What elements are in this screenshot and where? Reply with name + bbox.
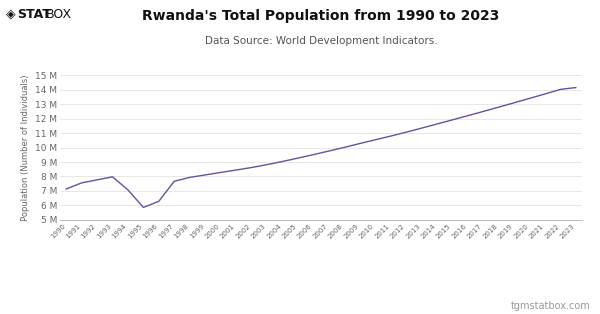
Text: STAT: STAT bbox=[17, 8, 50, 21]
Text: BOX: BOX bbox=[46, 8, 73, 21]
Text: Data Source: World Development Indicators.: Data Source: World Development Indicator… bbox=[205, 36, 437, 46]
Y-axis label: Population (Number of Individuals): Population (Number of Individuals) bbox=[20, 74, 29, 221]
Text: Rwanda's Total Population from 1990 to 2023: Rwanda's Total Population from 1990 to 2… bbox=[142, 9, 500, 24]
Text: ◈: ◈ bbox=[6, 8, 20, 21]
Text: tgmstatbox.com: tgmstatbox.com bbox=[511, 301, 591, 311]
